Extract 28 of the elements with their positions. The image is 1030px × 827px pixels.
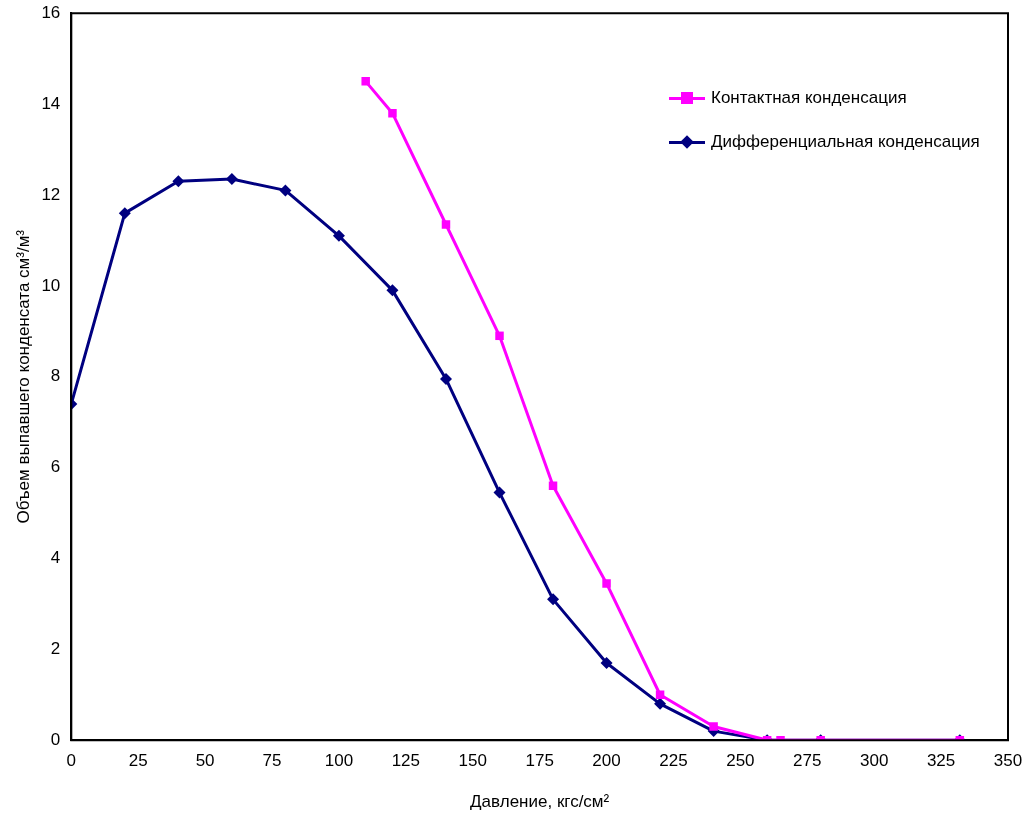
y-tick-label: 6: [50, 457, 61, 477]
x-tick-label: 325: [926, 751, 956, 771]
y-axis-title: Объем выпавшего конденсата см³/м³: [13, 229, 33, 524]
x-tick-label: 200: [592, 751, 621, 771]
x-tick-label: 225: [659, 751, 688, 771]
x-tick-label: 125: [391, 751, 421, 771]
x-tick-label: 250: [726, 751, 755, 771]
x-tick-label: 100: [324, 751, 354, 771]
x-axis-title: Давление, кгс/см²: [470, 792, 610, 812]
x-tick-label: 300: [860, 751, 889, 771]
legend-label: Контактная конденсация: [711, 87, 907, 110]
x-tick-label: 0: [66, 751, 77, 771]
x-tick-label: 75: [262, 751, 282, 771]
y-tick-label: 8: [50, 366, 61, 386]
x-tick-label: 350: [993, 751, 1023, 771]
legend-label: Дифференциальная конденсация: [711, 131, 980, 154]
x-tick-label: 150: [458, 751, 487, 771]
x-tick-label: 175: [525, 751, 554, 771]
y-tick-label: 16: [41, 2, 61, 22]
x-tick-label: 50: [195, 751, 215, 771]
y-tick-label: 10: [41, 275, 61, 295]
y-tick-label: 14: [41, 93, 61, 113]
y-tick-label: 4: [50, 548, 61, 568]
y-tick-label: 0: [50, 729, 61, 749]
y-tick-label: 12: [41, 184, 61, 204]
x-tick-label: 275: [793, 751, 822, 771]
y-tick-label: 2: [50, 639, 61, 659]
x-tick-label: 25: [128, 751, 148, 771]
